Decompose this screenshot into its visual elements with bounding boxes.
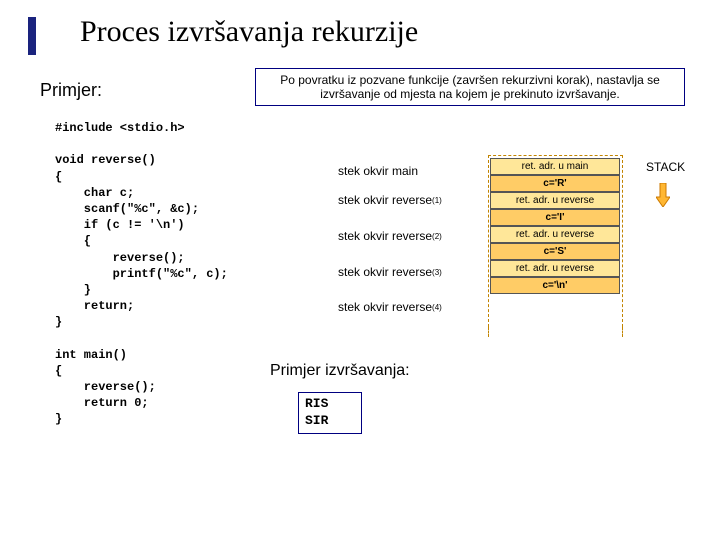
exec-input: RIS [305,396,355,413]
frame-ret-rev3: ret. adr. u reverse [490,260,620,277]
frame-ret-rev1: ret. adr. u reverse [490,192,620,209]
slide-title: Proces izvršavanja rekurzije [80,15,418,49]
stack-label-reverse4: stek okvir reverse(4) [338,290,442,324]
code-block: #include <stdio.h> void reverse() { char… [55,120,228,428]
title-accent-bar [28,17,36,55]
execution-title: Primjer izvršavanja: [270,362,410,380]
stack-label-reverse3: stek okvir reverse(3) [338,254,442,290]
frame-c-s: c='S' [490,243,620,260]
frame-c-r: c='R' [490,175,620,192]
frame-ret-rev2: ret. adr. u reverse [490,226,620,243]
stack-label-reverse1: stek okvir reverse(1) [338,182,442,218]
subtitle: Primjer: [40,80,102,101]
stack-frames-column: ret. adr. u main c='R' ret. adr. u rever… [490,158,620,294]
arrow-down-icon [656,183,670,207]
exec-output: SIR [305,413,355,430]
frame-c-i: c='I' [490,209,620,226]
frame-ret-main: ret. adr. u main [490,158,620,175]
stack-frame-labels: stek okvir main stek okvir reverse(1) st… [338,160,442,324]
stack-label-reverse2: stek okvir reverse(2) [338,218,442,254]
explanation-box: Po povratku iz pozvane funkcije (završen… [255,68,685,106]
stack-outline-open [488,327,623,337]
stack-label-word: STACK [646,160,685,174]
frame-c-nl: c='\n' [490,277,620,294]
stack-label-main: stek okvir main [338,160,442,182]
execution-box: RIS SIR [298,392,362,434]
